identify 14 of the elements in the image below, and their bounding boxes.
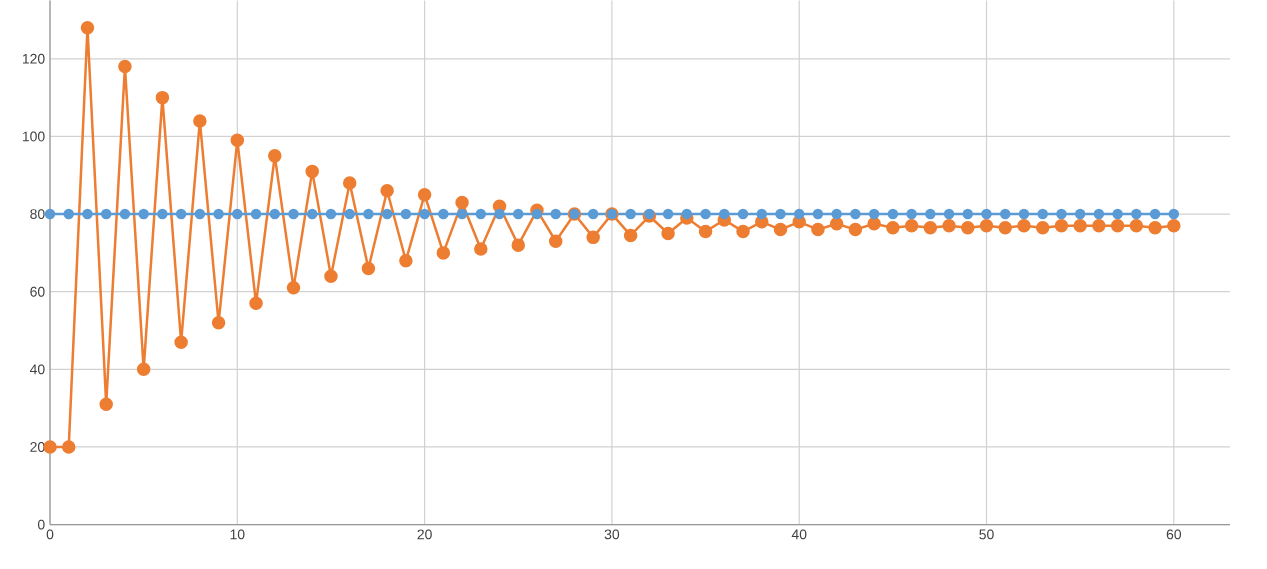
x-tick-label: 60 [1166,529,1182,540]
y-tick-label: 0 [37,519,45,530]
x-tick-label: 50 [979,529,994,540]
y-tick-label: 100 [22,131,45,142]
x-tick-label: 40 [791,529,807,540]
x-tick-label: 20 [417,529,432,540]
y-tick-label: 20 [30,442,45,453]
x-tick-label: 0 [46,529,54,540]
y-tick-label: 40 [29,364,45,375]
y-tick-label: 80 [30,209,45,220]
y-tick-label: 60 [30,286,45,297]
x-tick-label: 10 [230,529,245,540]
y-tick-label: 120 [22,54,45,64]
x-tick-label: 30 [604,529,620,540]
